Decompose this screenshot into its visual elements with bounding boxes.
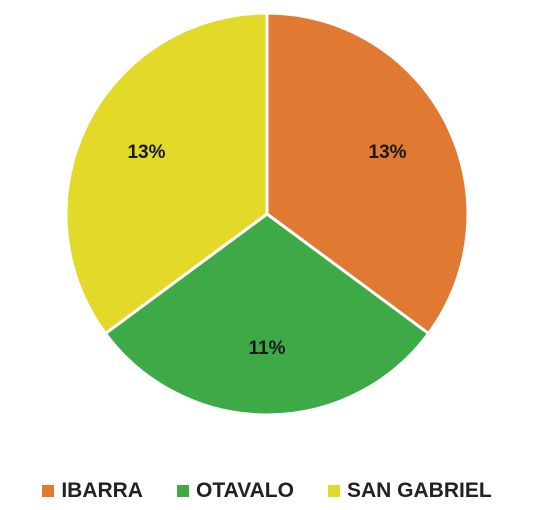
pie-slices (64, 11, 470, 417)
legend-swatch-ibarra (42, 485, 55, 497)
pie-slice-otavalo (103, 212, 431, 417)
pie-slice-san-gabriel (64, 11, 269, 336)
data-label-ibarra: 13% (369, 142, 407, 163)
data-label-san-gabriel: 13% (127, 142, 165, 163)
legend-item-ibarra: IBARRA (42, 479, 143, 503)
legend-label-ibarra: IBARRA (61, 479, 143, 502)
legend-item-otavalo: OTAVALO (176, 479, 294, 503)
legend-label-san-gabriel: SAN GABRIEL (346, 479, 492, 502)
data-label-otavalo: 11% (249, 338, 286, 359)
legend-swatch-otavalo (176, 485, 189, 497)
legend-swatch-san-gabriel (327, 485, 340, 497)
legend: IBARRA OTAVALO SAN GABRIEL (0, 476, 534, 506)
pie-slice-ibarra (265, 11, 470, 336)
legend-item-san-gabriel: SAN GABRIEL (327, 479, 492, 503)
pie-data-labels: 13% 11% 13% (127, 142, 406, 359)
legend-label-otavalo: OTAVALO (195, 479, 294, 502)
